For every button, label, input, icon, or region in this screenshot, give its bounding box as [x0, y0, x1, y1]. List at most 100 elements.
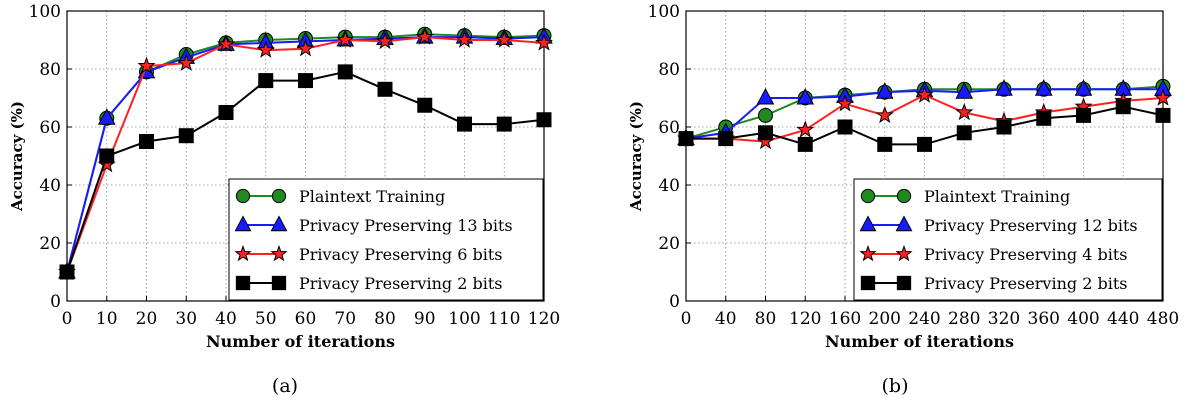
data-point	[836, 94, 854, 112]
data-point	[495, 30, 514, 48]
data-point	[797, 136, 813, 152]
data-point	[678, 131, 694, 147]
x-tick-label: 90	[414, 309, 436, 329]
data-point	[915, 85, 934, 103]
data-point	[1074, 79, 1093, 96]
x-tick-label: 0	[62, 309, 73, 329]
data-point	[377, 81, 393, 97]
y-axis-label: Accuracy (%)	[627, 101, 645, 212]
x-tick-label: 280	[948, 309, 980, 329]
data-point	[258, 73, 274, 89]
data-point	[336, 30, 355, 48]
y-tick-label: 100	[648, 2, 680, 22]
x-tick-label: 20	[136, 309, 158, 329]
data-point	[875, 82, 894, 99]
data-point	[917, 136, 932, 152]
data-point	[536, 112, 552, 128]
legend-label: Privacy Preserving 2 bits	[924, 274, 1127, 293]
x-tick-label: 70	[334, 309, 356, 329]
data-point	[1034, 79, 1053, 96]
x-tick-label: 240	[908, 309, 940, 329]
x-axis-label: Number of iterations	[825, 332, 1014, 351]
series-4	[678, 99, 1171, 152]
legend-marker	[270, 244, 288, 262]
legend-marker	[859, 215, 877, 232]
x-tick-label: 480	[1147, 309, 1179, 329]
data-point	[457, 116, 472, 132]
y-tick-label: 100	[29, 2, 61, 22]
chart-panel-a: 0 10 20 30 40 50 60 70 80 90 100 110 120 0 20 40 60 80 100…	[8, 2, 560, 397]
panel-caption: (b)	[882, 375, 909, 397]
x-tick-label: 100	[448, 309, 480, 329]
legend: Plaintext Training Privacy Preserving 13 …	[228, 178, 544, 301]
x-tick-label: 40	[715, 309, 737, 329]
legend-label: Plaintext Training	[299, 187, 445, 206]
x-tick-label: 440	[1107, 309, 1139, 329]
legend: Plaintext Training Privacy Preserving 12 …	[853, 178, 1163, 301]
data-point	[996, 119, 1012, 135]
legend-marker	[895, 215, 913, 232]
y-tick-label: 40	[39, 176, 61, 196]
data-point	[1155, 107, 1171, 123]
legend-label: Plaintext Training	[924, 187, 1070, 206]
x-tick-label: 30	[175, 309, 197, 329]
legend-marker	[271, 275, 287, 291]
y-tick-label: 60	[39, 118, 61, 138]
legend-marker	[270, 215, 288, 232]
legend-marker	[271, 188, 287, 204]
y-tick-label: 0	[669, 292, 680, 312]
data-point	[796, 120, 815, 138]
x-tick-label: 110	[488, 309, 520, 329]
legend-marker	[896, 188, 912, 204]
legend-marker	[859, 244, 877, 262]
y-tick-label: 80	[39, 60, 61, 80]
x-tick-label: 60	[295, 309, 317, 329]
series-4	[59, 64, 552, 280]
data-point	[97, 108, 116, 125]
data-point	[837, 119, 853, 135]
y-tick-label: 20	[39, 234, 61, 254]
data-point	[99, 148, 115, 164]
y-tick-label: 0	[50, 292, 61, 312]
chart-panel-b: 0 40 80 120 160 200 240 280 320 360 400 440 480 0 20 40…	[627, 2, 1179, 397]
data-point	[1076, 107, 1091, 123]
y-axis-label: Accuracy (%)	[8, 101, 26, 212]
series-3	[58, 27, 553, 280]
legend-marker	[234, 244, 252, 262]
x-axis-label: Number of iterations	[206, 332, 395, 351]
data-point	[955, 82, 974, 99]
data-point	[376, 31, 394, 50]
y-tick-label: 80	[658, 60, 680, 80]
legend-marker	[235, 275, 251, 291]
x-tick-label: 360	[1028, 309, 1060, 329]
legend-marker	[235, 188, 251, 204]
x-tick-label: 400	[1067, 309, 1099, 329]
x-tick-label: 120	[789, 309, 821, 329]
data-point	[177, 53, 196, 71]
legend-label: Privacy Preserving 12 bits	[924, 216, 1138, 235]
data-point	[139, 134, 154, 149]
data-point	[137, 56, 156, 74]
data-point	[337, 64, 353, 80]
legend-label: Privacy Preserving 13 bits	[299, 216, 513, 235]
data-point	[718, 131, 734, 147]
legend-marker	[860, 275, 876, 291]
data-point	[178, 128, 194, 144]
data-point	[875, 105, 894, 124]
data-point	[796, 87, 815, 105]
data-point	[956, 125, 972, 141]
x-tick-label: 0	[681, 309, 692, 329]
panel-caption: (a)	[272, 375, 298, 397]
data-point	[298, 73, 313, 89]
data-point	[995, 79, 1013, 96]
x-tick-label: 50	[255, 309, 277, 329]
data-point	[535, 33, 553, 51]
legend-label: Privacy Preserving 4 bits	[924, 245, 1127, 264]
data-point	[1154, 88, 1172, 106]
data-point	[877, 136, 893, 152]
x-tick-label: 40	[215, 309, 237, 329]
x-tick-label: 10	[96, 309, 118, 329]
x-tick-label: 80	[374, 309, 396, 329]
legend-marker	[234, 215, 252, 232]
